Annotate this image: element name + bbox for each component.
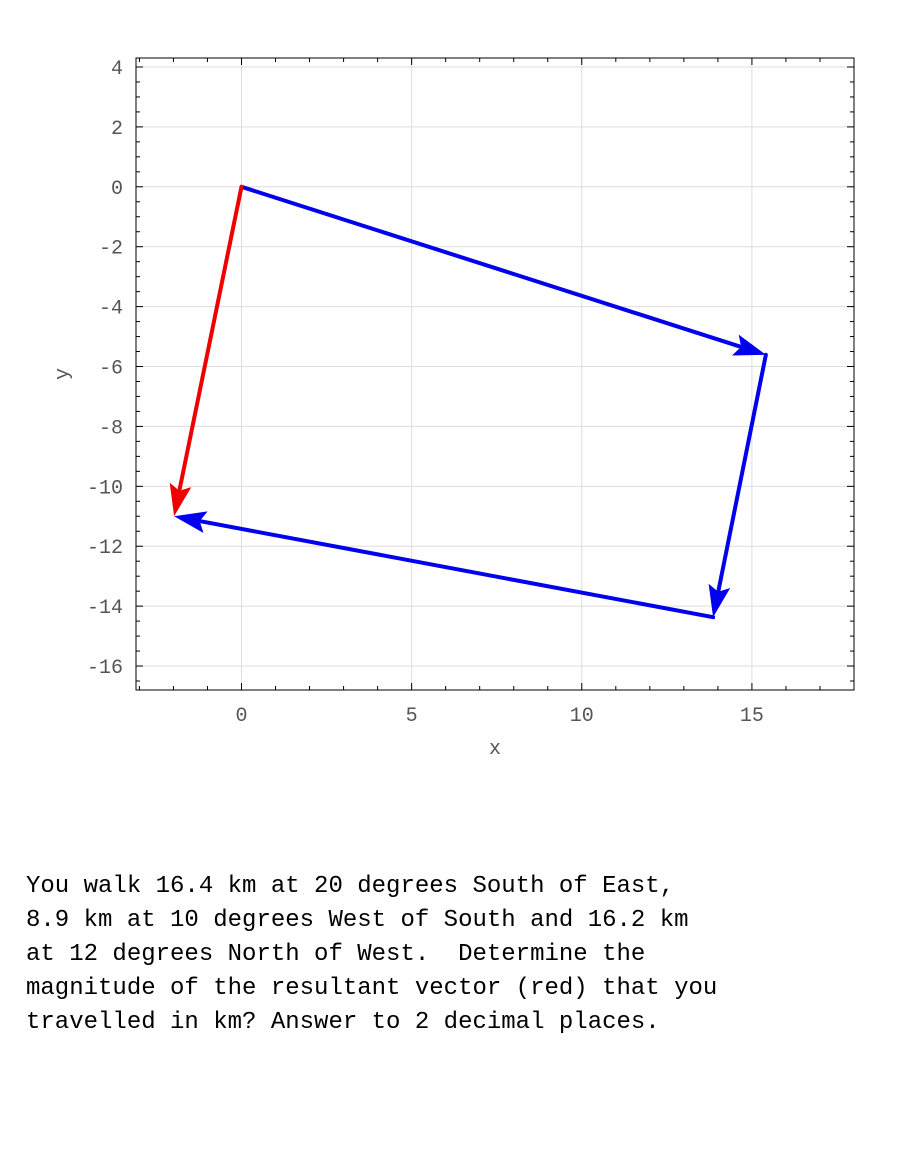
resultant-vector-shaft [177,184,244,491]
plot-frame [135,57,855,691]
component-vector-shaft [716,352,768,592]
x-tick-labels: 0 5 10 15 [235,705,763,728]
y-tick-label: -16 [87,657,123,680]
x-tick-label: 0 [235,705,247,728]
question-text: You walk 16.4 km at 20 degrees South of … [26,870,886,1040]
grid [136,58,854,690]
question-line: magnitude of the resultant vector (red) … [26,975,718,1002]
y-tick-label: 0 [111,178,123,201]
y-tick-label: -10 [87,477,123,500]
component-vector-shaft [199,519,716,620]
y-tick-label: -8 [99,417,123,440]
y-tick-label: -12 [87,537,123,560]
x-tick-label: 10 [570,705,594,728]
y-tick-label: -2 [99,238,123,261]
vectors [169,184,768,620]
component-vector-arrowhead [174,511,208,533]
component-vector-shaft [239,184,742,349]
minor-ticks [136,58,855,690]
y-tick-labels: 4 2 0 -2 -4 -6 -8 -10 -12 -14 -16 [87,58,123,680]
y-tick-label: -14 [87,597,123,620]
x-tick-label: 5 [406,705,418,728]
question-line: 8.9 km at 10 degrees West of South and 1… [26,907,689,934]
question-line: at 12 degrees North of West. Determine t… [26,941,646,968]
component-vector-arrowhead [732,334,766,356]
component-vector-arrowhead [708,583,731,618]
vector-chart: 0 5 10 15 4 2 0 -2 -4 -6 -8 -10 -12 -14 -16 x y [52,57,855,761]
y-axis-label: y [52,368,75,380]
y-tick-label: -6 [99,358,123,381]
question-line: travelled in km? Answer to 2 decimal pla… [26,1009,660,1036]
resultant-vector-arrowhead [169,482,192,517]
y-tick-label: 4 [111,58,123,81]
x-tick-label: 15 [740,705,764,728]
y-tick-label: 2 [111,118,123,141]
y-tick-label: -4 [99,298,123,321]
x-axis-label: x [489,738,501,761]
question-line: You walk 16.4 km at 20 degrees South of … [26,873,675,900]
